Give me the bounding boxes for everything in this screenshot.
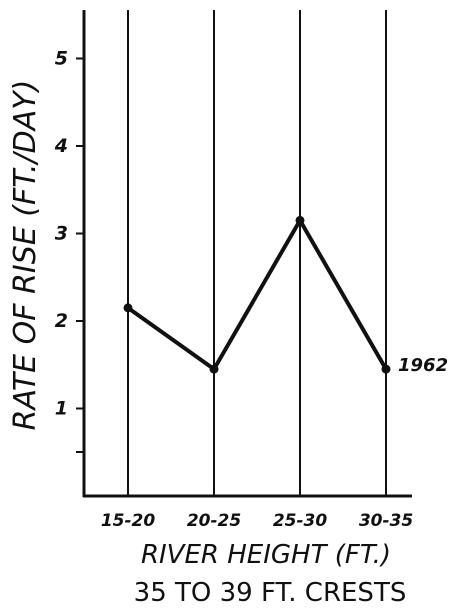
x-tick-label-15-20: 15-20	[101, 511, 156, 531]
y-axis-title: RATE OF RISE (FT./DAY)	[8, 80, 43, 431]
y-tick-label-2: 2	[55, 310, 68, 332]
data-point-20-25	[209, 364, 219, 374]
data-point-30-35	[381, 364, 391, 374]
axes	[82, 10, 412, 498]
series: 1962	[123, 215, 448, 376]
y-tick-label-4: 4	[54, 135, 68, 157]
x-ticks: 15-20 20-25 25-30 30-35	[101, 511, 413, 531]
x-tick-label-30-35: 30-35	[359, 511, 413, 531]
x-axis-title: RIVER HEIGHT (FT.)	[141, 540, 391, 570]
y-tick-label-1: 1	[55, 398, 68, 420]
x-tick-label-25-30: 25-30	[273, 511, 328, 531]
series-label-1962: 1962	[398, 355, 448, 376]
y-ticks: 1 2 3 4 5	[54, 48, 84, 453]
grid-lines	[127, 10, 387, 496]
y-tick-label-3: 3	[55, 223, 68, 245]
series-line-1962	[126, 218, 388, 372]
data-point-25-30	[295, 215, 305, 225]
x-tick-label-20-25: 20-25	[187, 511, 241, 531]
data-point-15-20	[123, 303, 133, 313]
chart-caption: 35 TO 39 FT. CRESTS	[134, 578, 407, 608]
y-tick-label-5: 5	[55, 48, 68, 70]
